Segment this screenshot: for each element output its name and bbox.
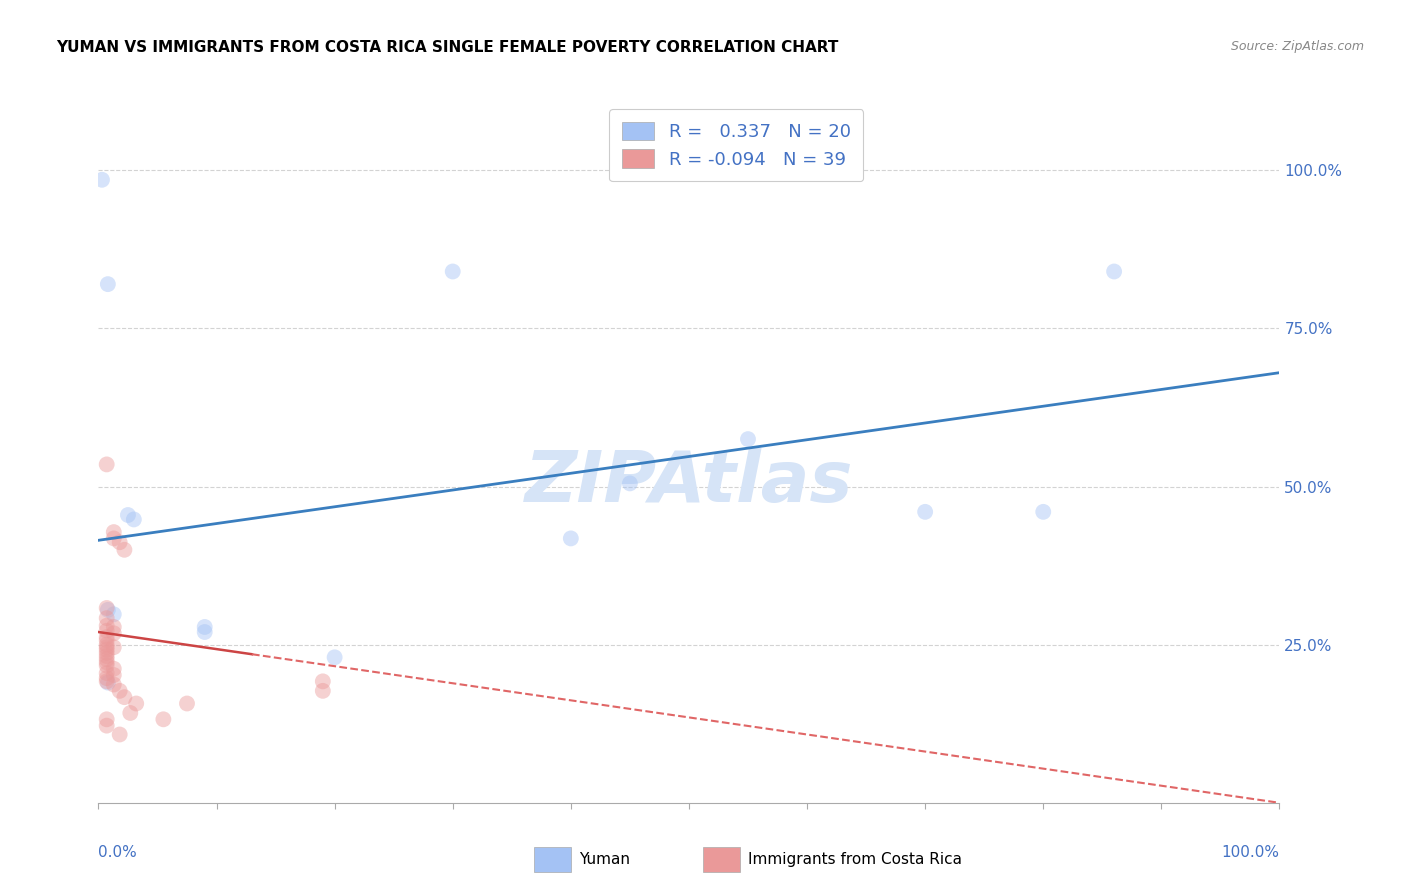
Point bbox=[96, 630, 118, 644]
Point bbox=[125, 697, 148, 711]
Point bbox=[103, 525, 125, 540]
Point bbox=[441, 264, 464, 278]
Point bbox=[194, 625, 217, 640]
Point bbox=[108, 683, 131, 698]
Point bbox=[103, 620, 125, 634]
Point bbox=[96, 656, 118, 670]
Point bbox=[96, 611, 118, 625]
Text: 0.0%: 0.0% bbox=[98, 845, 138, 860]
Text: Source: ZipAtlas.com: Source: ZipAtlas.com bbox=[1230, 40, 1364, 54]
Point bbox=[103, 626, 125, 640]
Point bbox=[176, 697, 198, 711]
Point bbox=[97, 603, 120, 617]
Point bbox=[103, 662, 125, 676]
Point bbox=[122, 512, 145, 526]
Point bbox=[103, 532, 125, 546]
Point bbox=[96, 646, 118, 660]
Point bbox=[103, 677, 125, 691]
Legend: R =   0.337   N = 20, R = -0.094   N = 39: R = 0.337 N = 20, R = -0.094 N = 39 bbox=[609, 109, 863, 181]
Point bbox=[96, 718, 118, 732]
Point bbox=[1032, 505, 1054, 519]
Point bbox=[96, 648, 118, 663]
Point bbox=[194, 620, 217, 634]
Point bbox=[96, 601, 118, 615]
Point bbox=[112, 542, 135, 557]
Point bbox=[96, 640, 118, 655]
Point bbox=[96, 658, 118, 673]
Point bbox=[312, 683, 335, 698]
Point bbox=[103, 640, 125, 655]
Point bbox=[96, 671, 118, 685]
Point bbox=[323, 650, 346, 665]
Point bbox=[91, 173, 114, 187]
Point bbox=[97, 675, 120, 690]
Point bbox=[96, 618, 118, 632]
Point bbox=[96, 674, 118, 689]
Point bbox=[96, 638, 118, 652]
Point bbox=[737, 432, 759, 446]
Text: 100.0%: 100.0% bbox=[1222, 845, 1279, 860]
Point bbox=[120, 706, 142, 720]
Text: Immigrants from Costa Rica: Immigrants from Costa Rica bbox=[748, 853, 962, 867]
Text: YUMAN VS IMMIGRANTS FROM COSTA RICA SINGLE FEMALE POVERTY CORRELATION CHART: YUMAN VS IMMIGRANTS FROM COSTA RICA SING… bbox=[56, 40, 838, 55]
Point bbox=[96, 642, 118, 657]
Point bbox=[117, 508, 139, 522]
Point bbox=[96, 633, 118, 648]
Point bbox=[152, 712, 174, 726]
Point bbox=[312, 674, 335, 689]
Point bbox=[103, 668, 125, 682]
Point bbox=[108, 727, 131, 741]
Text: ZIPAtlas: ZIPAtlas bbox=[524, 449, 853, 517]
Text: Yuman: Yuman bbox=[579, 853, 630, 867]
Point bbox=[108, 535, 131, 549]
Point bbox=[96, 652, 118, 666]
Point bbox=[619, 476, 641, 491]
Point bbox=[96, 624, 118, 638]
Point bbox=[96, 712, 118, 726]
Point bbox=[103, 607, 125, 622]
Point bbox=[96, 666, 118, 681]
Point bbox=[97, 277, 120, 292]
Point bbox=[112, 690, 135, 705]
Point bbox=[96, 458, 118, 472]
Point bbox=[1102, 264, 1125, 278]
Point bbox=[560, 532, 582, 546]
Point bbox=[914, 505, 936, 519]
